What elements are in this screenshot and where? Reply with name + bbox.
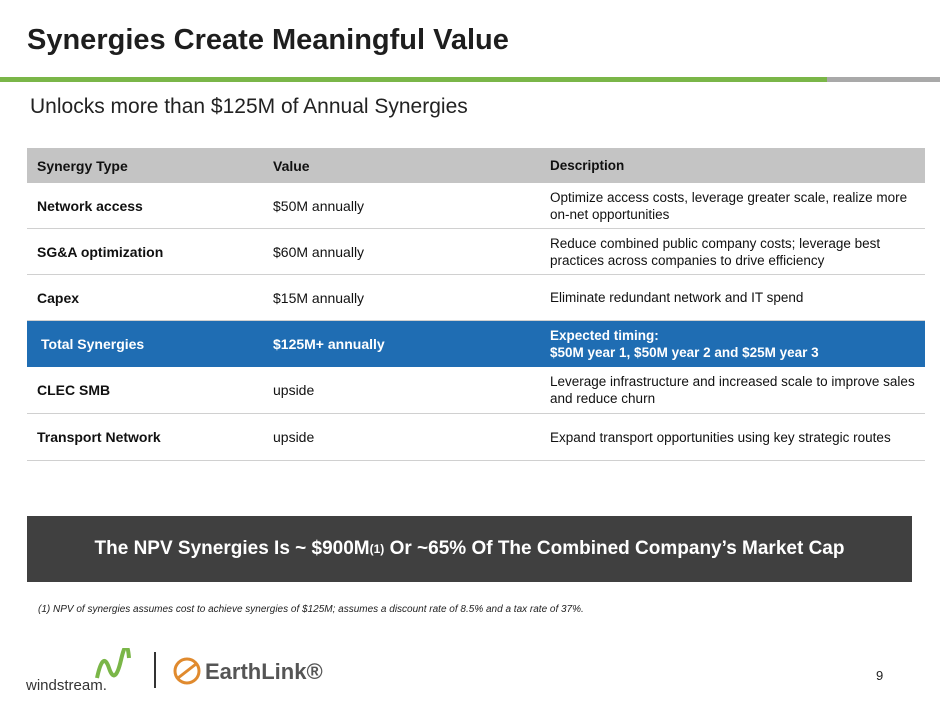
table-cell: Transport Network: [37, 429, 161, 445]
table-cell: Expected timing: $50M year 1, $50M year …: [550, 328, 819, 360]
column-header: Synergy Type: [37, 157, 128, 174]
table-cell: SG&A optimization: [37, 243, 164, 260]
banner-text: The NPV Synergies Is ~ $900M: [94, 538, 370, 559]
table-row: Network access $50M annually Optimize acce…: [27, 183, 925, 229]
title: Synergies Create Meaningful Value: [27, 24, 509, 56]
subtitle: Unlocks more than $125M of Annual Synerg…: [30, 95, 468, 118]
windstream-icon: [95, 648, 131, 679]
table-row: CLEC SMB upside Leverage infrastructure an…: [27, 367, 925, 414]
column-header: Description: [550, 158, 625, 173]
table-row: Capex $15M annually Eliminate redundant ne…: [27, 275, 925, 321]
synergy-table: Synergy Type Value Description Network acce…: [27, 148, 925, 461]
table-row: Transport Network upside Expand transport …: [27, 414, 925, 461]
table-cell: Total Synergies: [41, 336, 145, 352]
table-cell: $125M+ annually: [273, 336, 385, 352]
table-cell: $60M annually: [273, 243, 365, 260]
header-row: Synergy Type Value Description: [27, 148, 925, 183]
banner-text: Or ~65% Of The Combined Company’s Market…: [384, 538, 845, 559]
table-row: Total Synergies $125M+ annually Expected t…: [27, 321, 925, 367]
table-cell: upside: [273, 429, 315, 445]
windstream-logo: windstream.: [26, 677, 107, 694]
table-cell: Optimize access costs, leverage greater …: [550, 189, 908, 222]
table-cell: Leverage infrastructure and increased sc…: [550, 374, 915, 406]
footnote: (1) NPV of synergies assumes cost to ach…: [38, 604, 584, 615]
table-cell: Expand transport opportunities using key…: [550, 429, 891, 445]
table-cell: CLEC SMB: [37, 382, 111, 398]
earthlink-logo: EarthLink®: [205, 659, 323, 684]
table-cell: Capex: [37, 289, 80, 306]
npv-banner: The NPV Synergies Is ~ $900M (1) Or ~65% …: [27, 516, 912, 582]
earthlink-icon: [173, 657, 201, 685]
table-cell: $15M annually: [273, 289, 365, 306]
table-cell: $50M annually: [273, 197, 365, 214]
page-number: 9: [876, 668, 884, 683]
table-cell: Network access: [37, 197, 143, 214]
title-rule: [0, 77, 940, 82]
table-cell: upside: [273, 382, 315, 398]
logo-divider: [154, 652, 156, 688]
table-row: SG&A optimization $60M annually Reduce com…: [27, 229, 925, 275]
table-cell: Reduce combined public company costs; le…: [550, 235, 881, 268]
column-header: Value: [273, 157, 310, 174]
banner-sup: (1): [369, 542, 385, 556]
table-cell: Eliminate redundant network and IT spend: [550, 290, 804, 305]
